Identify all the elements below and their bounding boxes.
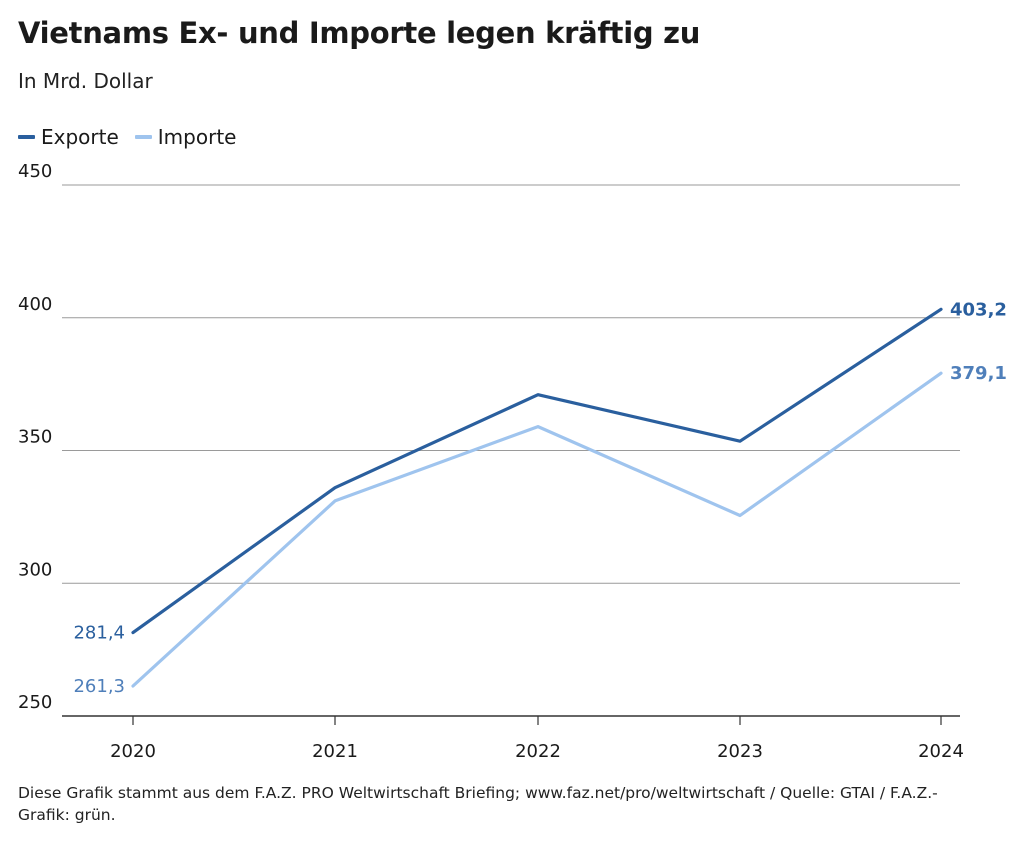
legend-swatch-importe	[134, 135, 152, 139]
end-label-importe: 379,1	[950, 363, 1007, 384]
legend-item-importe: Importe	[134, 125, 237, 149]
legend-swatch-exporte	[18, 135, 35, 139]
legend-label-importe: Importe	[157, 125, 237, 149]
series-line-importe	[131, 371, 943, 688]
start-label-importe: 261,3	[73, 676, 125, 697]
x-tick-label-2024: 2024	[918, 741, 964, 762]
end-label-exporte: 403,2	[950, 299, 1007, 320]
legend-item-exporte: Exporte	[18, 125, 119, 149]
source-note: Diese Grafik stammt aus dem F.A.Z. PRO W…	[18, 784, 938, 824]
x-tick-label-2021: 2021	[312, 741, 358, 762]
chart-title: Vietnams Ex- und Importe legen kräftig z…	[18, 16, 701, 50]
y-tick-label-300: 300	[18, 559, 52, 580]
legend: Exporte Importe	[18, 125, 252, 149]
series-line-exporte	[131, 307, 943, 635]
y-tick-label-350: 350	[18, 427, 52, 448]
x-tick-label-2020: 2020	[110, 741, 156, 762]
chart-subtitle: In Mrd. Dollar	[18, 69, 153, 93]
y-tick-label-450: 450	[18, 161, 52, 182]
y-tick-label-250: 250	[18, 692, 52, 713]
x-tick-label-2023: 2023	[717, 741, 763, 762]
legend-label-exporte: Exporte	[41, 125, 119, 149]
start-label-exporte: 281,4	[73, 623, 125, 644]
y-tick-label-400: 400	[18, 294, 52, 315]
x-tick-label-2022: 2022	[515, 741, 561, 762]
